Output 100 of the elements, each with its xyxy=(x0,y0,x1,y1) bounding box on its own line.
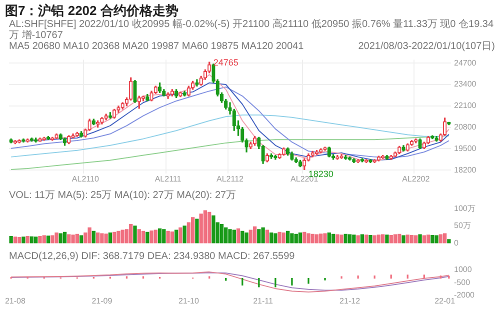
bar xyxy=(88,227,92,244)
candlestick xyxy=(54,134,58,140)
x-tick-label: 21-10 xyxy=(178,296,200,306)
bar xyxy=(30,236,34,244)
bar xyxy=(75,234,79,244)
bar xyxy=(257,229,261,244)
candlestick xyxy=(265,153,270,162)
bar xyxy=(22,236,26,244)
x-tick-label: AL2112 xyxy=(216,174,244,184)
candlestick xyxy=(195,79,199,86)
x-tick-label: 21-08 xyxy=(4,296,26,306)
y-tick-label: 18200 xyxy=(454,165,477,174)
bar xyxy=(447,239,451,244)
bar xyxy=(212,215,216,244)
candlestick xyxy=(100,117,104,124)
bar xyxy=(195,218,199,244)
y-tick-label: 1000 xyxy=(454,265,472,274)
bar xyxy=(224,227,228,244)
bar xyxy=(104,234,108,244)
candlestick xyxy=(133,80,137,103)
bar xyxy=(154,230,158,244)
bar xyxy=(372,235,376,244)
candlestick xyxy=(252,136,257,146)
bar xyxy=(434,235,438,244)
candlestick xyxy=(327,146,331,158)
candlestick xyxy=(38,138,42,142)
bar xyxy=(340,234,344,244)
annotation: 24765 xyxy=(213,58,238,68)
candlestick xyxy=(92,118,96,126)
bar xyxy=(302,232,306,244)
candlestick xyxy=(368,159,372,164)
candlestick xyxy=(372,159,376,164)
candlestick xyxy=(22,138,26,142)
candlestick xyxy=(182,90,186,96)
bar xyxy=(79,235,84,244)
chart-title: 图7：沪铝 2202 合约价格走势 xyxy=(5,2,180,19)
x-tick-label: AL2202 xyxy=(402,174,430,184)
bar xyxy=(278,232,282,244)
bar xyxy=(364,234,368,244)
candlestick xyxy=(178,92,182,98)
bar xyxy=(38,236,42,244)
y-tick-label: 24700 xyxy=(454,58,477,68)
bar xyxy=(50,235,54,244)
x-tick-label: AL2111 xyxy=(154,174,182,184)
y-tick-label: 19500 xyxy=(454,144,477,153)
bar xyxy=(240,230,244,244)
bar xyxy=(137,229,141,244)
y-tick-label: 0 xyxy=(454,238,459,248)
bar xyxy=(381,234,385,244)
y-tick-label: -500 xyxy=(454,278,471,287)
bar xyxy=(430,234,434,244)
bar xyxy=(389,234,393,244)
candlestick xyxy=(364,159,368,164)
candlestick xyxy=(381,154,385,159)
bar xyxy=(406,234,410,244)
bar xyxy=(100,233,104,244)
bar xyxy=(356,235,360,244)
candlestick xyxy=(46,136,50,140)
bar xyxy=(9,236,13,244)
bar xyxy=(290,233,294,244)
candlestick xyxy=(385,154,389,160)
bar xyxy=(67,234,71,244)
bar xyxy=(199,214,203,244)
candlestick xyxy=(9,138,13,144)
bar xyxy=(286,230,290,244)
bar xyxy=(376,234,381,244)
bar xyxy=(203,210,208,244)
candlestick xyxy=(356,159,360,164)
bar xyxy=(170,232,174,244)
bar xyxy=(336,234,340,244)
x-tick-label: 21-09 xyxy=(92,296,113,306)
candlestick xyxy=(120,102,124,110)
y-tick-label: 100万 xyxy=(454,204,476,214)
candlestick xyxy=(112,108,116,119)
candlestick xyxy=(62,138,67,146)
bar xyxy=(141,230,146,244)
bar xyxy=(178,227,182,244)
y-tick-label: 20800 xyxy=(454,122,477,132)
bar xyxy=(414,235,418,244)
bar xyxy=(182,226,186,244)
bar xyxy=(220,224,224,244)
bar xyxy=(298,232,302,244)
candlestick xyxy=(418,138,422,150)
bar xyxy=(348,234,352,244)
bar xyxy=(442,233,447,244)
bar xyxy=(17,237,22,244)
candlestick xyxy=(290,152,294,161)
bar xyxy=(418,234,422,244)
bar xyxy=(244,232,248,244)
bar xyxy=(393,234,398,244)
text: MACD(12,26,9) DIF: 368.7179 DEA: 234.9380 MACD: 267.5599 xyxy=(9,251,295,262)
bar xyxy=(58,233,62,244)
bar xyxy=(46,236,50,244)
candlestick xyxy=(398,146,402,154)
bar xyxy=(422,235,426,244)
candlestick xyxy=(282,148,286,156)
candlestick xyxy=(166,92,170,99)
candlestick xyxy=(323,146,327,151)
x-tick-label: 21-11 xyxy=(253,296,274,306)
bar xyxy=(368,234,372,244)
